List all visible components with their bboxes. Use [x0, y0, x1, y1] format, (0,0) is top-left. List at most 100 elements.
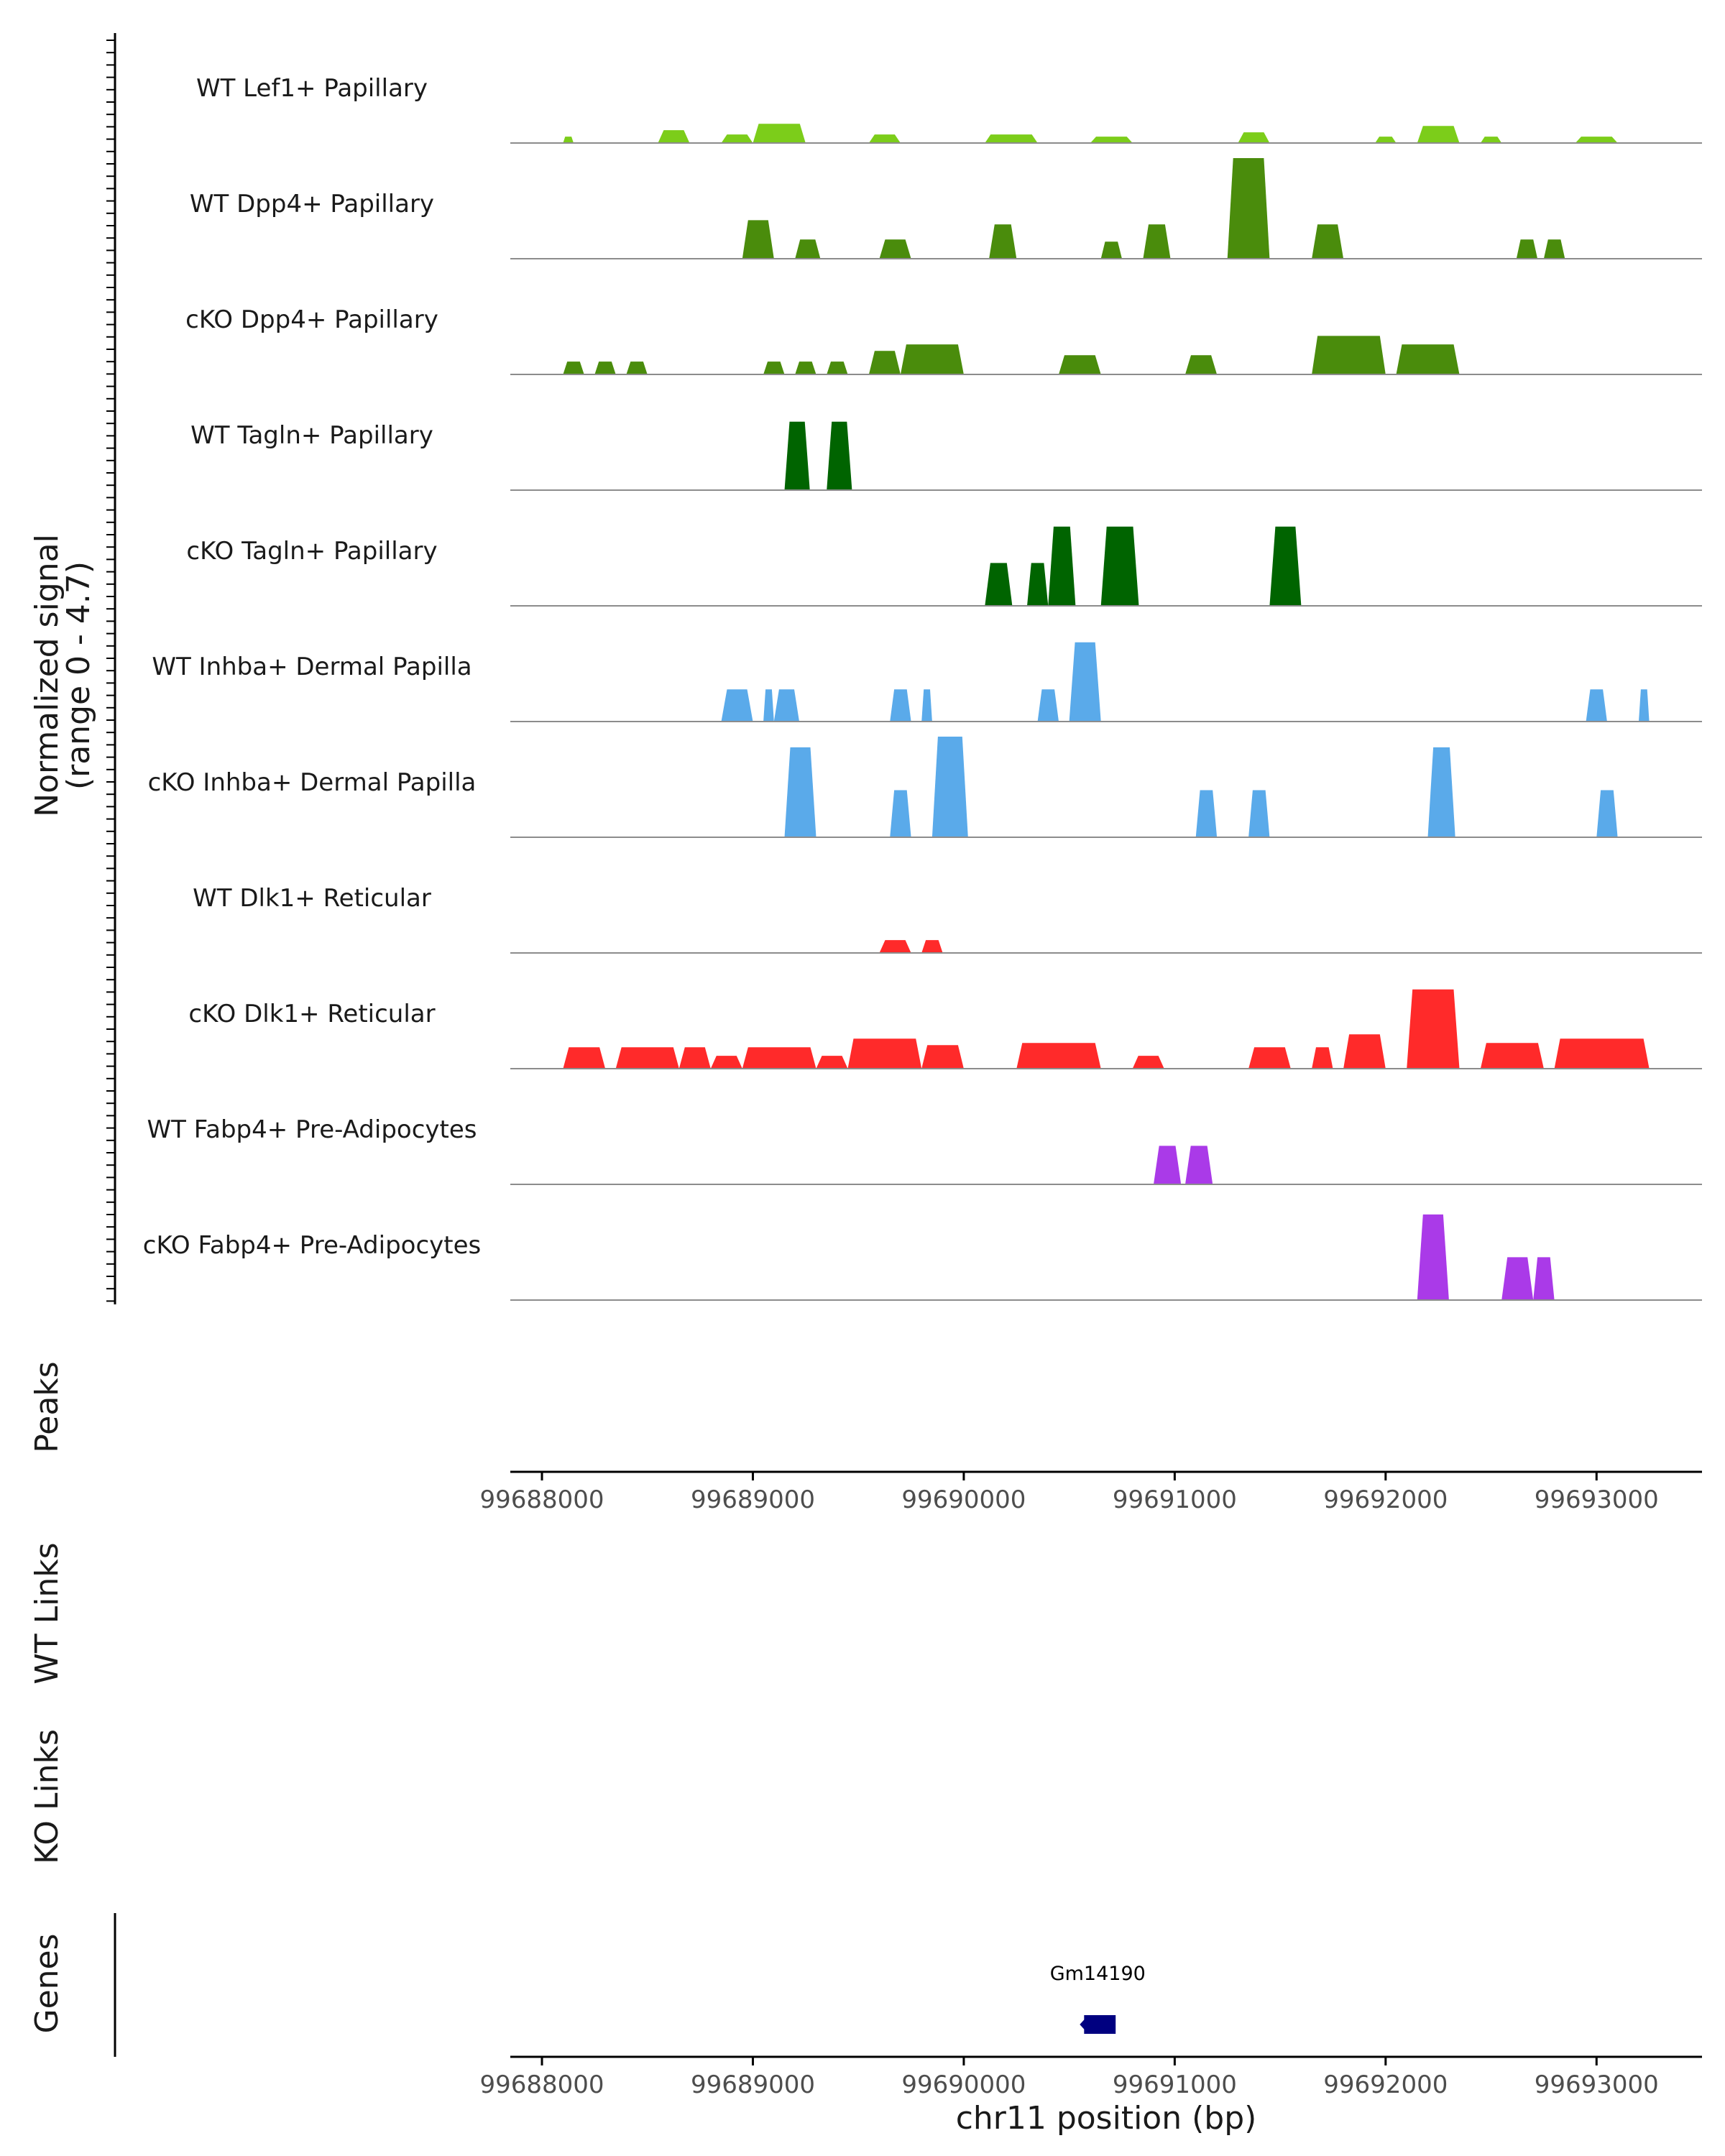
signal-peak	[868, 134, 901, 143]
signal-peak	[1575, 137, 1618, 143]
signal-peak	[1417, 1214, 1449, 1300]
signal-peak	[985, 563, 1013, 606]
track-label: WT Inhba+ Dermal Papilla	[152, 653, 472, 681]
signal-peak	[563, 1047, 606, 1069]
signal-peak	[1090, 137, 1133, 143]
x-tick-label: 99688000	[479, 2070, 604, 2099]
track-10: WT Fabp4+ Pre-Adipocytes	[147, 1115, 1702, 1185]
x-tick-label: 99689000	[691, 1485, 815, 1514]
signal-peak	[1037, 689, 1059, 722]
signal-peak	[742, 1047, 816, 1069]
signal-peak	[563, 361, 584, 374]
signal-peak	[1248, 790, 1270, 837]
track-4: WT Tagln+ Papillary	[190, 421, 1702, 491]
axes: Normalized signal(range 0 - 4.7) 99688000…	[29, 33, 1702, 2137]
track-label: cKO Dpp4+ Papillary	[185, 305, 438, 334]
gene-strand-arrow	[1080, 2017, 1087, 2032]
signal-peak	[1427, 747, 1455, 837]
signal-peak	[1312, 1047, 1333, 1069]
signal-peak	[985, 134, 1038, 143]
signal-peak	[795, 239, 821, 259]
signal-peak	[1396, 344, 1460, 374]
signal-peak	[784, 421, 810, 490]
y-axis-label: Normalized signal(range 0 - 4.7)	[29, 534, 97, 817]
x-tick-label: 99692000	[1323, 1485, 1448, 1514]
signal-peak	[847, 1038, 922, 1069]
signal-peak	[1375, 137, 1397, 143]
signal-peak	[721, 134, 753, 143]
signal-peak	[1248, 1047, 1291, 1069]
signal-peak	[773, 689, 799, 722]
signal-peak	[795, 361, 816, 374]
signal-peak	[890, 790, 911, 837]
x-axis-title: chr11 position (bp)	[956, 2100, 1257, 2137]
peaks-x-axis: 99688000 99689000 99690000 99691000 99692000…	[479, 1470, 1702, 1514]
track-3: cKO Dpp4+ Papillary	[185, 305, 1702, 375]
signal-peak	[1132, 1056, 1164, 1069]
signal-peak	[1501, 1257, 1534, 1300]
signal-peak	[932, 737, 968, 837]
track-label: cKO Fabp4+ Pre-Adipocytes	[143, 1231, 482, 1260]
x-tick-label: 99691000	[1113, 2070, 1237, 2099]
signal-peak	[921, 940, 943, 953]
signal-peak	[1480, 1043, 1544, 1069]
x-tick-label: 99692000	[1323, 2070, 1448, 2099]
signal-peak	[1596, 790, 1618, 837]
signal-peak	[890, 689, 911, 722]
track-label: WT Dpp4+ Papillary	[190, 190, 434, 218]
x-tick-label: 99693000	[1535, 2070, 1659, 2099]
genes-x-axis: 99688000 99689000 99690000 99691000 99692000…	[479, 2055, 1702, 2137]
track-6: WT Inhba+ Dermal Papilla	[152, 642, 1702, 722]
signal-peak	[1195, 790, 1218, 837]
signal-peak	[868, 351, 901, 374]
x-tick-label: 99693000	[1535, 1485, 1659, 1514]
signal-peak	[678, 1047, 711, 1069]
signal-peak	[827, 421, 852, 490]
x-tick-label: 99690000	[901, 2070, 1026, 2099]
signal-peak	[784, 747, 816, 837]
y-axis-label-line: (range 0 - 4.7)	[60, 561, 97, 790]
signal-peak	[1554, 1038, 1650, 1069]
signal-peak	[1185, 355, 1218, 374]
track-label: WT Lef1+ Papillary	[196, 74, 428, 103]
track-label: WT Fabp4+ Pre-Adipocytes	[147, 1115, 477, 1144]
track-label: WT Tagln+ Papillary	[190, 421, 433, 450]
signal-peak	[626, 361, 648, 374]
signal-peak	[1407, 989, 1460, 1069]
track-8: WT Dlk1+ Reticular	[193, 884, 1702, 954]
signal-peak	[1417, 126, 1460, 143]
signal-peak	[1143, 224, 1171, 259]
signal-peak	[1543, 239, 1565, 259]
signal-peak	[763, 689, 774, 722]
signal-peak	[1016, 1043, 1101, 1069]
signal-peak	[615, 1047, 679, 1069]
ko-links-panel-label: KO Links	[29, 1729, 65, 1864]
signal-peak	[658, 130, 690, 143]
signal-peak	[1227, 158, 1270, 259]
coverage-tracks: WT Lef1+ Papillary WT Dpp4+ Papillary cKO …	[143, 74, 1702, 1301]
signal-peak	[921, 689, 932, 722]
y-axis-label-line: Normalized signal	[29, 534, 65, 817]
gene-label: Gm14190	[1050, 1963, 1146, 1985]
signal-peak	[1059, 355, 1101, 374]
signal-peak	[763, 361, 785, 374]
wt-links-panel-label: WT Links	[29, 1542, 65, 1684]
track-label: WT Dlk1+ Reticular	[193, 884, 431, 913]
x-tick-label: 99690000	[901, 1485, 1026, 1514]
signal-peak	[1343, 1034, 1386, 1069]
track-9: cKO Dlk1+ Reticular	[188, 989, 1702, 1069]
x-tick-label: 99691000	[1113, 1485, 1237, 1514]
signal-peak	[816, 1056, 848, 1069]
peaks-panel-label: Peaks	[29, 1361, 65, 1452]
track-label: cKO Dlk1+ Reticular	[188, 1000, 435, 1028]
genes-panel-label: Genes	[29, 1933, 65, 2033]
signal-peak	[900, 344, 964, 374]
signal-peak	[1639, 689, 1650, 722]
signal-peak	[1312, 336, 1386, 374]
signal-peak	[1185, 1146, 1213, 1184]
signal-peak	[742, 220, 774, 259]
track-label: cKO Inhba+ Dermal Papilla	[148, 768, 477, 797]
gene-body	[1084, 2015, 1116, 2034]
signal-peak	[1586, 689, 1607, 722]
